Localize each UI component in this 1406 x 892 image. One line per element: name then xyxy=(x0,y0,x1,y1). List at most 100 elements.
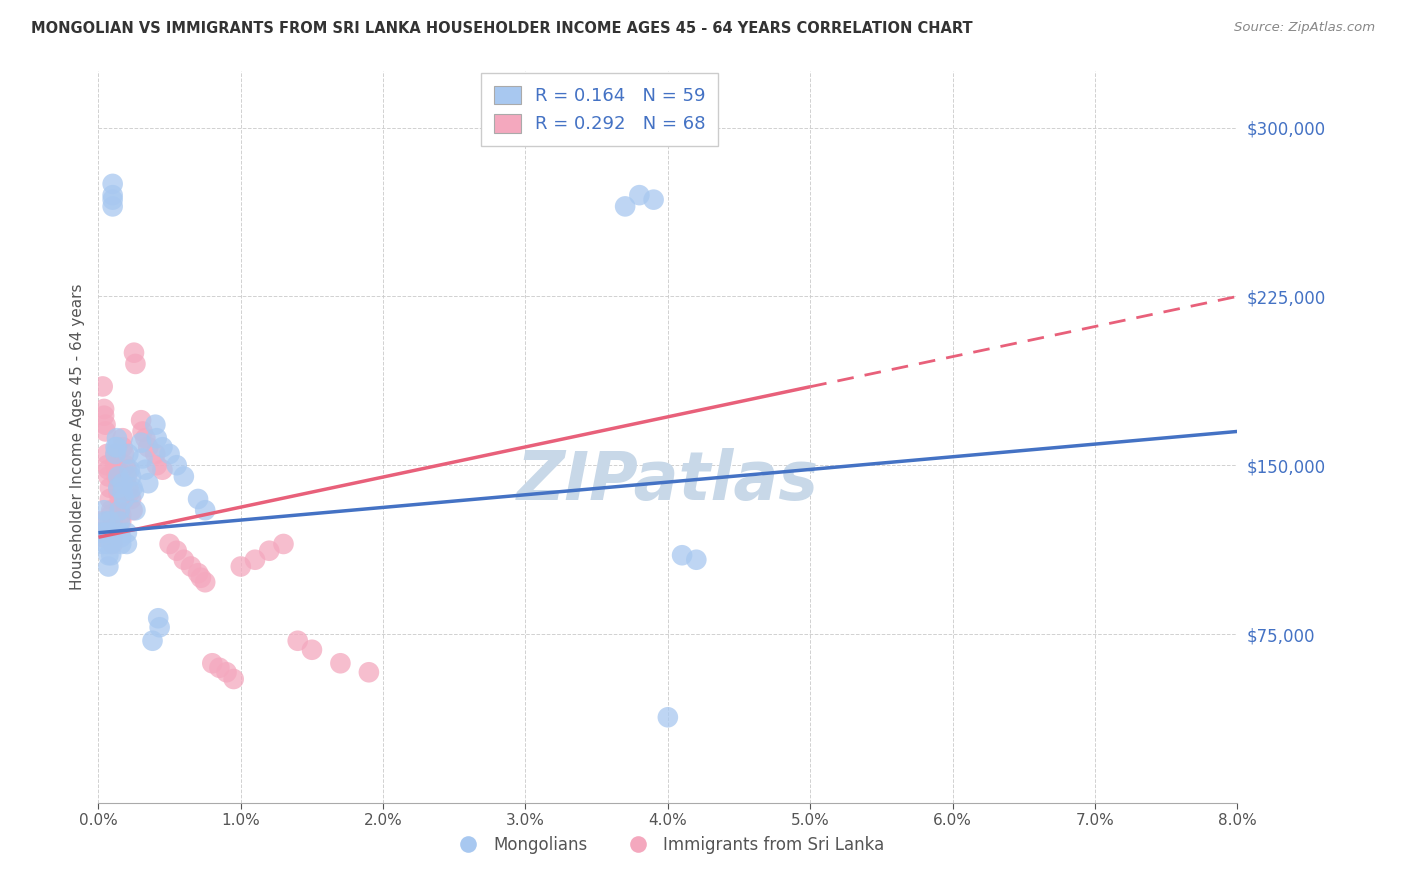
Point xyxy=(105,440,128,454)
Point xyxy=(108,515,131,529)
Point xyxy=(104,447,127,461)
Point xyxy=(357,665,380,680)
Point xyxy=(98,525,121,540)
Point xyxy=(187,566,209,581)
Point xyxy=(108,503,131,517)
Point xyxy=(97,469,120,483)
Point xyxy=(110,515,132,529)
Point xyxy=(141,633,163,648)
Point xyxy=(110,537,132,551)
Point xyxy=(101,525,124,540)
Point xyxy=(159,537,181,551)
Point xyxy=(107,481,129,495)
Point xyxy=(104,440,127,454)
Point xyxy=(166,458,188,473)
Text: MONGOLIAN VS IMMIGRANTS FROM SRI LANKA HOUSEHOLDER INCOME AGES 45 - 64 YEARS COR: MONGOLIAN VS IMMIGRANTS FROM SRI LANKA H… xyxy=(31,21,973,36)
Point xyxy=(685,553,707,567)
Point xyxy=(146,458,169,473)
Point xyxy=(115,469,138,483)
Point xyxy=(100,508,122,522)
Point xyxy=(96,458,118,473)
Point xyxy=(96,537,118,551)
Point xyxy=(91,537,114,551)
Point xyxy=(98,491,121,506)
Point xyxy=(112,491,135,506)
Point xyxy=(124,503,146,517)
Point xyxy=(91,379,114,393)
Point xyxy=(208,661,231,675)
Point xyxy=(101,515,124,529)
Point xyxy=(148,611,170,625)
Point xyxy=(134,431,156,445)
Point xyxy=(98,515,121,529)
Point xyxy=(100,503,122,517)
Point xyxy=(110,508,132,522)
Point xyxy=(117,481,139,495)
Point xyxy=(259,543,281,558)
Point xyxy=(111,440,134,454)
Point xyxy=(97,463,120,477)
Point xyxy=(152,440,174,454)
Point xyxy=(93,503,115,517)
Point xyxy=(273,537,295,551)
Point xyxy=(110,530,132,544)
Point xyxy=(108,503,131,517)
Legend: Mongolians, Immigrants from Sri Lanka: Mongolians, Immigrants from Sri Lanka xyxy=(446,829,890,860)
Point xyxy=(301,642,323,657)
Point xyxy=(107,485,129,500)
Point xyxy=(136,440,159,454)
Point xyxy=(287,633,309,648)
Point xyxy=(222,672,245,686)
Point xyxy=(134,463,156,477)
Point xyxy=(122,485,145,500)
Point xyxy=(100,548,122,562)
Point xyxy=(93,401,115,416)
Point xyxy=(89,515,111,529)
Point xyxy=(93,409,115,423)
Point xyxy=(118,463,141,477)
Point xyxy=(173,469,195,483)
Point xyxy=(121,481,143,495)
Point xyxy=(215,665,238,680)
Point xyxy=(105,431,128,445)
Point xyxy=(145,417,167,432)
Point xyxy=(152,463,174,477)
Point xyxy=(187,491,209,506)
Text: Source: ZipAtlas.com: Source: ZipAtlas.com xyxy=(1234,21,1375,34)
Point xyxy=(94,525,117,540)
Point xyxy=(108,525,131,540)
Point xyxy=(115,463,138,477)
Point xyxy=(159,447,181,461)
Point xyxy=(94,515,117,529)
Point xyxy=(107,481,129,495)
Point xyxy=(190,571,212,585)
Point xyxy=(671,548,693,562)
Point xyxy=(657,710,679,724)
Point xyxy=(101,199,124,213)
Point xyxy=(97,548,120,562)
Point xyxy=(90,525,112,540)
Point xyxy=(194,575,217,590)
Point xyxy=(111,431,134,445)
Point xyxy=(120,491,142,506)
Point xyxy=(114,458,136,473)
Point xyxy=(628,188,651,202)
Point xyxy=(94,417,117,432)
Point xyxy=(97,559,120,574)
Point xyxy=(108,491,131,506)
Point xyxy=(104,458,127,473)
Point xyxy=(124,357,146,371)
Point xyxy=(121,503,143,517)
Point xyxy=(101,188,124,202)
Point xyxy=(118,485,141,500)
Point xyxy=(101,193,124,207)
Point xyxy=(166,543,188,558)
Point xyxy=(115,537,138,551)
Point xyxy=(111,485,134,500)
Point xyxy=(105,463,128,477)
Point xyxy=(104,447,127,461)
Point xyxy=(112,447,135,461)
Point xyxy=(243,553,266,567)
Point xyxy=(201,657,224,671)
Point xyxy=(129,413,152,427)
